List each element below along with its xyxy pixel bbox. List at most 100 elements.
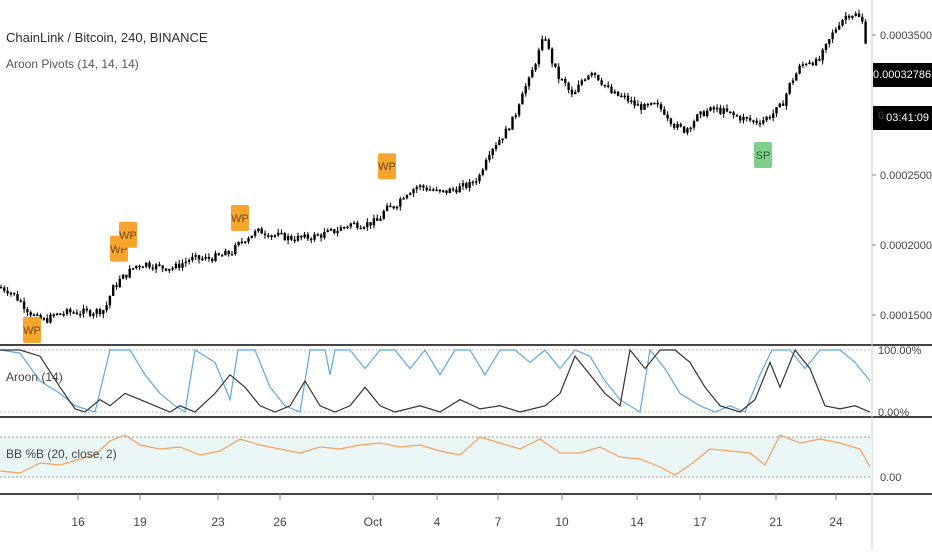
candle-body (498, 140, 501, 146)
date-tick-label: 21 (769, 515, 783, 529)
candle-body (55, 313, 59, 315)
candle-body (534, 64, 537, 70)
candle-body (712, 107, 715, 110)
candle-body (319, 234, 323, 238)
candle-body (36, 314, 39, 316)
candle-body (92, 313, 95, 316)
candle-body (112, 285, 115, 296)
candle-body (722, 108, 725, 114)
candle-body (547, 39, 550, 49)
candle-body (178, 263, 181, 268)
candle-body (369, 222, 372, 226)
candle-body (339, 227, 343, 231)
chart-title: ChainLink / Bitcoin, 240, BINANCE (6, 30, 208, 45)
candle-body (244, 241, 247, 244)
date-tick-label: 7 (495, 515, 502, 529)
candle-body (214, 253, 217, 262)
candle-body (788, 82, 791, 94)
candle-body (412, 189, 415, 194)
candle-body (768, 116, 772, 119)
candle-body (442, 190, 445, 192)
candle-body (65, 309, 69, 315)
candle-body (574, 92, 577, 95)
candle-body (564, 78, 567, 83)
candle-body (389, 205, 392, 208)
candle-body (191, 256, 194, 261)
candle-body (557, 66, 560, 80)
candle-body (356, 222, 359, 228)
candle-body (422, 185, 425, 188)
candle-body (135, 265, 138, 269)
candle-body (511, 116, 514, 130)
candle-body (310, 238, 313, 241)
candle-body (379, 218, 382, 221)
candle-body (729, 111, 732, 113)
candle-body (392, 206, 395, 209)
candle-body (649, 102, 653, 105)
candle-body (333, 229, 336, 234)
candle-body (362, 227, 366, 229)
candle-body (82, 308, 85, 314)
candle-body (115, 285, 118, 287)
weak-pivot-marker-label: WP (119, 230, 137, 242)
bb-pane-label[interactable]: BB %B (20, close, 2) (6, 447, 117, 461)
candle-body (62, 314, 65, 316)
aroon-axis-label: 0.00% (878, 407, 909, 419)
candle-body (75, 312, 79, 315)
candle-body (46, 318, 49, 323)
candle-body (772, 113, 775, 119)
candle-body (263, 233, 267, 236)
candle-body (141, 266, 145, 269)
candle-body (587, 75, 590, 80)
candle-body (527, 77, 531, 87)
candle-body (194, 255, 197, 257)
candle-body (197, 255, 201, 260)
candle-body (435, 189, 438, 192)
candle-body (494, 145, 498, 149)
candle-body (864, 21, 867, 44)
candle-body (653, 102, 656, 105)
candle-body (26, 309, 29, 313)
candle-body (630, 100, 633, 102)
candle-body (164, 268, 168, 271)
aroon-pane-label[interactable]: Aroon (14) (6, 370, 63, 384)
candle-body (702, 111, 706, 117)
candle-body (567, 82, 570, 90)
candle-body (19, 300, 22, 303)
candle-body (623, 95, 626, 98)
candle-body (98, 309, 102, 315)
candle-body (679, 123, 682, 127)
candle-body (570, 89, 574, 95)
candle-body (508, 128, 511, 131)
candle-body (597, 74, 600, 81)
candle-body (656, 102, 659, 105)
candle-body (676, 123, 679, 128)
candle-body (709, 107, 712, 111)
candle-body (296, 235, 300, 241)
candle-body (428, 189, 432, 191)
candle-body (517, 104, 521, 116)
candle-body (158, 264, 161, 266)
aroon-axis-label: 100.00% (878, 345, 922, 357)
candle-body (834, 29, 838, 33)
candle-body (811, 62, 814, 66)
candle-body (395, 206, 399, 209)
candle-body (643, 103, 646, 110)
candle-body (187, 260, 191, 262)
candle-body (610, 86, 613, 94)
candle-body (148, 262, 151, 268)
candle-body (801, 64, 805, 66)
candle-body (663, 109, 666, 115)
candle-body (775, 107, 778, 114)
indicator-label[interactable]: Aroon Pivots (14, 14, 14) (6, 57, 139, 71)
candle-body (316, 234, 319, 236)
candle-body (409, 193, 412, 195)
candle-body (475, 181, 478, 183)
candle-body (415, 187, 418, 190)
candle-body (118, 279, 121, 287)
candle-body (286, 235, 290, 241)
candle-body (49, 314, 52, 323)
